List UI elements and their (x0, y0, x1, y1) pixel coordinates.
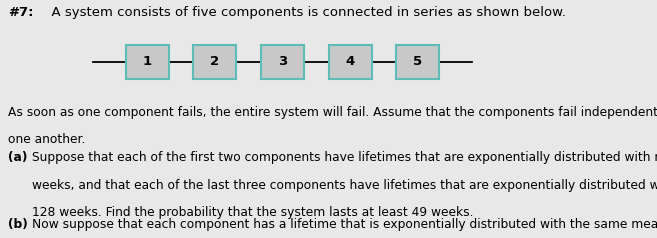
Text: (b): (b) (8, 218, 28, 231)
Text: Suppose that each of the first two components have lifetimes that are exponentia: Suppose that each of the first two compo… (32, 151, 657, 164)
Text: (a): (a) (8, 151, 27, 164)
Text: 2: 2 (210, 55, 219, 68)
Text: one another.: one another. (8, 133, 85, 146)
Text: 3: 3 (278, 55, 287, 68)
FancyBboxPatch shape (261, 45, 304, 79)
FancyBboxPatch shape (397, 45, 440, 79)
Text: As soon as one component fails, the entire system will fail. Assume that the com: As soon as one component fails, the enti… (8, 106, 657, 119)
Text: 5: 5 (413, 55, 422, 68)
Text: #7:: #7: (8, 6, 34, 19)
FancyBboxPatch shape (125, 45, 168, 79)
Text: 128 weeks. Find the probability that the system lasts at least 49 weeks.: 128 weeks. Find the probability that the… (32, 206, 473, 219)
Text: Now suppose that each component has a lifetime that is exponentially distributed: Now suppose that each component has a li… (32, 218, 657, 231)
Text: 1: 1 (143, 55, 152, 68)
Text: A system consists of five components is connected in series as shown below.: A system consists of five components is … (43, 6, 566, 19)
FancyBboxPatch shape (329, 45, 372, 79)
Text: weeks, and that each of the last three components have lifetimes that are expone: weeks, and that each of the last three c… (32, 178, 657, 192)
Text: 4: 4 (346, 55, 355, 68)
FancyBboxPatch shape (193, 45, 237, 79)
